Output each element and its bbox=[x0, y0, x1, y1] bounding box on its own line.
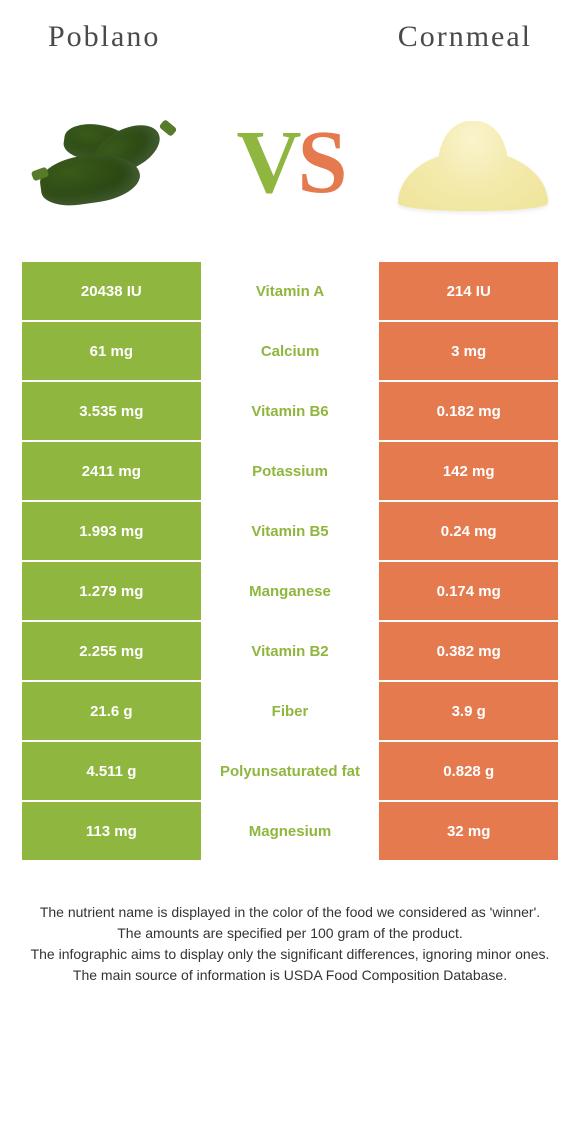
nutrient-label: Vitamin B2 bbox=[201, 622, 380, 682]
footnotes: The nutrient name is displayed in the co… bbox=[22, 902, 558, 986]
nutrient-label: Potassium bbox=[201, 442, 380, 502]
table-row: 2.255 mgVitamin B20.382 mg bbox=[22, 622, 558, 682]
right-value: 3.9 g bbox=[379, 682, 558, 742]
right-value: 0.24 mg bbox=[379, 502, 558, 562]
left-value: 4.511 g bbox=[22, 742, 201, 802]
vs-s: S bbox=[297, 113, 343, 212]
table-row: 4.511 gPolyunsaturated fat0.828 g bbox=[22, 742, 558, 802]
right-food-image bbox=[388, 102, 558, 222]
left-value: 1.993 mg bbox=[22, 502, 201, 562]
title-row: Poblano Cornmeal bbox=[0, 0, 580, 62]
table-row: 1.993 mgVitamin B50.24 mg bbox=[22, 502, 558, 562]
nutrient-label: Vitamin B6 bbox=[201, 382, 380, 442]
right-value: 214 IU bbox=[379, 262, 558, 322]
left-value: 1.279 mg bbox=[22, 562, 201, 622]
table-row: 21.6 gFiber3.9 g bbox=[22, 682, 558, 742]
cornmeal-illustration bbox=[388, 107, 558, 217]
left-value: 20438 IU bbox=[22, 262, 201, 322]
table-row: 61 mgCalcium3 mg bbox=[22, 322, 558, 382]
left-food-title: Poblano bbox=[48, 20, 160, 54]
nutrient-label: Vitamin A bbox=[201, 262, 380, 322]
right-value: 32 mg bbox=[379, 802, 558, 862]
left-value: 3.535 mg bbox=[22, 382, 201, 442]
table-row: 113 mgMagnesium32 mg bbox=[22, 802, 558, 862]
nutrient-label: Calcium bbox=[201, 322, 380, 382]
left-value: 61 mg bbox=[22, 322, 201, 382]
footnote-line: The main source of information is USDA F… bbox=[22, 965, 558, 986]
left-food-image bbox=[22, 102, 192, 222]
right-value: 0.182 mg bbox=[379, 382, 558, 442]
footnote-line: The infographic aims to display only the… bbox=[22, 944, 558, 965]
table-row: 3.535 mgVitamin B60.182 mg bbox=[22, 382, 558, 442]
vs-v: V bbox=[236, 113, 297, 212]
right-value: 0.828 g bbox=[379, 742, 558, 802]
page: Poblano Cornmeal VS 20438 IUVitamin A214… bbox=[0, 0, 580, 986]
left-value: 2411 mg bbox=[22, 442, 201, 502]
right-value: 0.174 mg bbox=[379, 562, 558, 622]
left-value: 113 mg bbox=[22, 802, 201, 862]
right-food-title: Cornmeal bbox=[398, 20, 532, 54]
hero-row: VS bbox=[0, 62, 580, 262]
vs-label: VS bbox=[236, 111, 343, 214]
nutrient-label: Manganese bbox=[201, 562, 380, 622]
nutrient-label: Magnesium bbox=[201, 802, 380, 862]
right-value: 142 mg bbox=[379, 442, 558, 502]
poblano-illustration bbox=[32, 117, 182, 207]
nutrient-label: Vitamin B5 bbox=[201, 502, 380, 562]
left-value: 2.255 mg bbox=[22, 622, 201, 682]
right-value: 3 mg bbox=[379, 322, 558, 382]
nutrient-label: Polyunsaturated fat bbox=[201, 742, 380, 802]
comparison-table: 20438 IUVitamin A214 IU61 mgCalcium3 mg3… bbox=[22, 262, 558, 862]
footnote-line: The amounts are specified per 100 gram o… bbox=[22, 923, 558, 944]
left-value: 21.6 g bbox=[22, 682, 201, 742]
right-value: 0.382 mg bbox=[379, 622, 558, 682]
table-row: 1.279 mgManganese0.174 mg bbox=[22, 562, 558, 622]
nutrient-label: Fiber bbox=[201, 682, 380, 742]
footnote-line: The nutrient name is displayed in the co… bbox=[22, 902, 558, 923]
table-row: 2411 mgPotassium142 mg bbox=[22, 442, 558, 502]
table-row: 20438 IUVitamin A214 IU bbox=[22, 262, 558, 322]
